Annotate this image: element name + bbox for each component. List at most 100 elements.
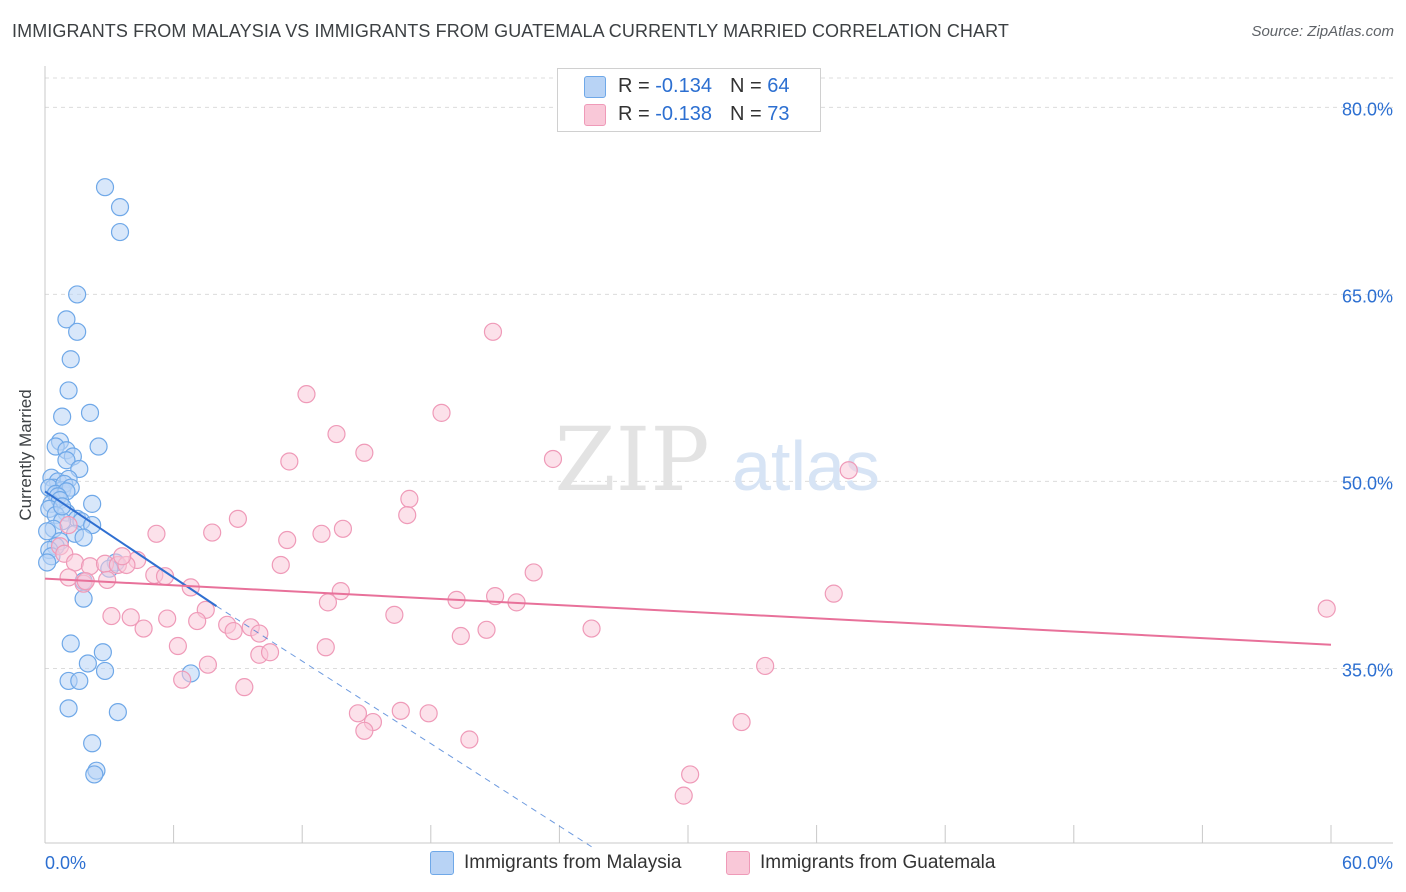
malaysia-point (38, 553, 57, 572)
guatemala-point (1317, 599, 1336, 618)
malaysia-trend-extension (216, 605, 592, 848)
malaysia-point (57, 451, 76, 470)
guatemala-point (451, 626, 470, 646)
malaysia-point (78, 654, 97, 673)
malaysia-point (83, 494, 102, 513)
guatemala-point (419, 704, 438, 723)
guatemala-point (224, 621, 243, 641)
guatemala-point (582, 619, 601, 638)
correlation-legend: R = -0.134 N = 64 R = -0.138 N = 73 (557, 68, 821, 132)
guatemala-point (260, 643, 280, 662)
malaysia-point (95, 661, 115, 681)
guatemala-point (824, 584, 843, 603)
malaysia-point (110, 198, 130, 217)
legend-swatch-guatemala (584, 103, 606, 126)
guatemala-point (113, 547, 132, 566)
guatemala-point (203, 523, 222, 542)
malaysia-point (70, 671, 89, 691)
guatemala-point (732, 712, 751, 732)
legend-n-value: 64 (767, 75, 790, 97)
guatemala-point (158, 609, 177, 628)
axes (44, 66, 1393, 844)
guatemala-point (839, 461, 858, 480)
malaysia-point (53, 407, 72, 426)
series-legend-malaysia[interactable]: Immigrants from Malaysia (430, 851, 682, 875)
guatemala-point (278, 530, 297, 550)
guatemala-point (312, 524, 331, 543)
guatemala-point (173, 670, 192, 689)
legend-r-value: -0.138 (655, 103, 712, 125)
legend-n-label: N = (729, 103, 768, 125)
legend-swatch-malaysia (584, 75, 606, 98)
data-points (38, 178, 1336, 805)
guatemala-point (168, 636, 187, 656)
guatemala-point (271, 555, 290, 575)
malaysia-point (85, 765, 104, 784)
watermark: ZIP atlas (554, 408, 880, 511)
watermark-atlas: atlas (732, 427, 880, 505)
series-legend-label: Immigrants from Malaysia (464, 852, 682, 873)
guatemala-point (134, 619, 153, 638)
malaysia-point (68, 322, 87, 341)
guatemala-point (355, 721, 374, 740)
y-tick-label: 50.0% (1342, 473, 1393, 493)
guatemala-point (756, 656, 775, 676)
y-tick-label: 65.0% (1342, 286, 1393, 306)
malaysia-point (38, 522, 57, 541)
gridlines (45, 77, 1393, 669)
malaysia-point (61, 350, 80, 369)
y-tick-label: 35.0% (1342, 660, 1393, 680)
series-swatch-guatemala (726, 851, 750, 875)
malaysia-point (110, 222, 130, 242)
guatemala-point (348, 704, 368, 723)
legend-row-malaysia: R = -0.134 N = 64 (584, 75, 789, 98)
legend-r-label: R = (618, 75, 656, 97)
malaysia-point (89, 437, 108, 456)
guatemala-point (198, 655, 217, 674)
guatemala-point (674, 786, 693, 805)
series-legend: Immigrants from Malaysia Immigrants from… (0, 851, 1406, 877)
tick-labels: 35.0% 50.0% 65.0% 80.0% 0.0% 60.0% (45, 99, 1393, 873)
guatemala-point (400, 489, 419, 508)
legend-row-guatemala: R = -0.138 N = 73 (584, 103, 789, 126)
legend-r-label: R = (618, 103, 656, 125)
legend-r-value: -0.134 (655, 75, 712, 97)
trend-lines (44, 490, 1332, 848)
series-swatch-malaysia (430, 851, 454, 875)
series-legend-guatemala[interactable]: Immigrants from Guatemala (726, 851, 995, 875)
malaysia-point (59, 381, 78, 400)
guatemala-point (59, 515, 78, 535)
guatemala-point (355, 443, 374, 462)
guatemala-point (385, 605, 404, 624)
guatemala-point (398, 505, 417, 525)
guatemala-point (121, 608, 140, 627)
legend-n-label: N = (729, 75, 768, 97)
guatemala-point (333, 519, 353, 538)
guatemala-point (318, 593, 338, 612)
malaysia-point (61, 634, 80, 653)
guatemala-point (102, 606, 121, 626)
guatemala-point (432, 403, 451, 422)
guatemala-point (80, 557, 100, 576)
guatemala-point (280, 452, 299, 471)
guatemala-point (327, 424, 346, 444)
guatemala-point (59, 568, 78, 587)
guatemala-point (235, 678, 254, 697)
guatemala-trend-line (44, 577, 1332, 646)
guatemala-point (316, 638, 335, 657)
malaysia-point (68, 285, 87, 304)
chart-title: IMMIGRANTS FROM MALAYSIA VS IMMIGRANTS F… (12, 21, 1010, 41)
guatemala-point (460, 730, 479, 749)
malaysia-point (59, 699, 78, 718)
series-legend-label: Immigrants from Guatemala (760, 852, 996, 873)
guatemala-point (391, 701, 410, 720)
guatemala-point (98, 570, 117, 590)
chart-source: Source: ZipAtlas.com (1251, 23, 1394, 40)
guatemala-point (297, 385, 316, 404)
malaysia-point (74, 528, 93, 547)
guatemala-point (681, 765, 700, 784)
guatemala-point (228, 509, 247, 528)
malaysia-point (93, 643, 112, 662)
guatemala-point (543, 449, 563, 469)
